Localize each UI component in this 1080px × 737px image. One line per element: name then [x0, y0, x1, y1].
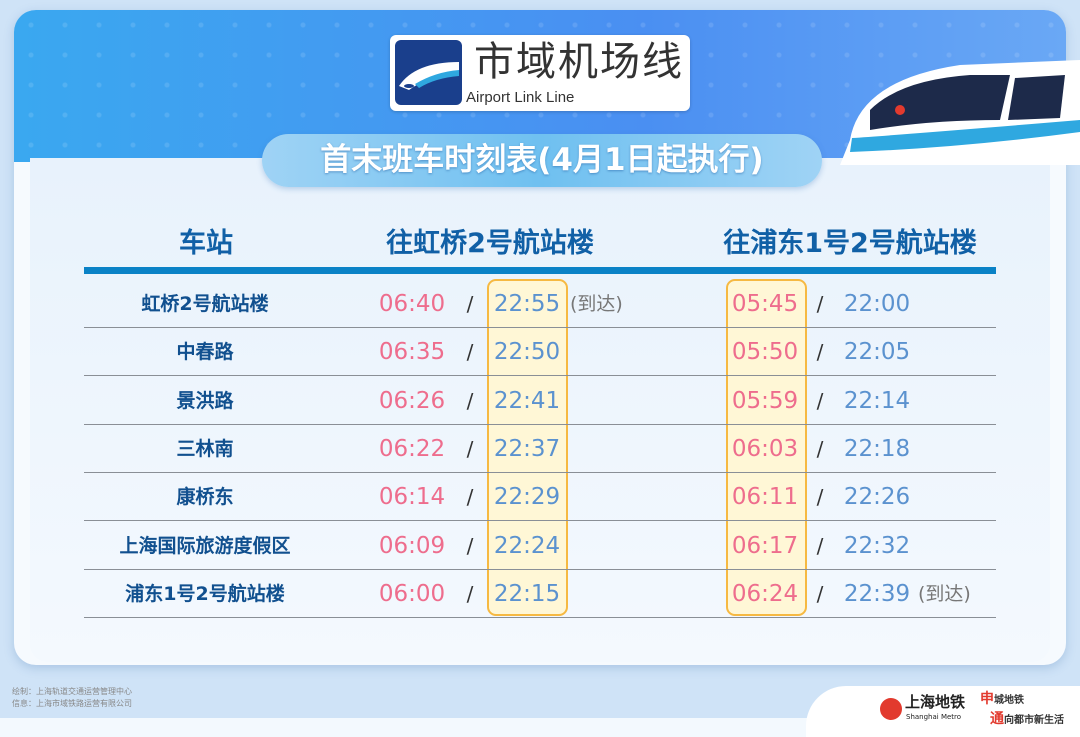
hongqiao-last-train: 22:37 — [493, 435, 561, 462]
separator: / — [816, 485, 824, 510]
hongqiao-first-train: 06:00 — [378, 580, 446, 607]
line-name-cn: 市域机场线 — [474, 39, 684, 85]
table-row: 虹桥2号航站楼 06:40 / 22:55 05:45 / 22:00 (到达) — [84, 280, 996, 328]
line-logo: 市域机场线 Airport Link Line — [390, 35, 690, 111]
slogan-1-accent: 申 — [980, 691, 994, 707]
separator: / — [816, 436, 824, 461]
pudong-last-train: 22:05 — [843, 339, 911, 366]
pudong-first-train: 05:50 — [731, 339, 799, 366]
pudong-last-train: 22:26 — [843, 484, 911, 511]
station-name: 浦东1号2号航站楼 — [125, 582, 285, 605]
brand-area: 上海地铁 Shanghai Metro 申城地铁 通向都市新生活 — [806, 686, 1080, 737]
hongqiao-first-train: 06:40 — [378, 291, 446, 317]
hongqiao-first-train: 06:14 — [378, 484, 446, 511]
timetable-title: 首末班车时刻表(4月1日起执行) — [262, 134, 822, 187]
separator: / — [466, 436, 474, 461]
last-train-highlight-hongqiao — [487, 279, 568, 616]
table-row: 上海国际旅游度假区 06:09 / 22:24 06:17 / 22:32 — [84, 522, 996, 570]
header-divider — [84, 267, 996, 274]
station-name: 中春路 — [176, 341, 234, 364]
shanghai-metro-logo-icon — [880, 698, 902, 720]
hongqiao-last-train: 22:50 — [493, 339, 561, 366]
slogan-line-2: 通向都市新生活 — [990, 711, 1064, 728]
station-name: 康桥东 — [176, 486, 234, 509]
pudong-last-train: 22:18 — [843, 435, 911, 462]
pudong-first-train: 06:03 — [731, 435, 799, 462]
arrival-note: (到达) — [918, 582, 971, 605]
table-row: 康桥东 06:14 / 22:29 06:11 / 22:26 — [84, 473, 996, 522]
station-name: 景洪路 — [176, 389, 234, 412]
pudong-first-train: 05:45 — [731, 291, 799, 317]
hongqiao-first-train: 06:35 — [378, 339, 446, 366]
footer-credits: 绘制：上海轨道交通运营管理中心 信息：上海市域铁路运营有限公司 — [12, 686, 132, 710]
separator: / — [466, 581, 474, 606]
hongqiao-last-train: 22:29 — [493, 484, 561, 511]
first-train-highlight-pudong — [726, 279, 807, 616]
arrival-note: (到达) — [570, 293, 623, 315]
brand-name-cn: 上海地铁 — [905, 693, 966, 711]
station-name: 虹桥2号航站楼 — [141, 293, 269, 315]
pudong-first-train: 06:17 — [731, 532, 799, 559]
separator: / — [816, 388, 824, 413]
separator: / — [816, 581, 824, 606]
pudong-first-train: 06:24 — [731, 580, 799, 607]
column-header-to-hongqiao: 往虹桥2号航站楼 — [386, 228, 594, 259]
hongqiao-first-train: 06:26 — [378, 387, 446, 414]
separator: / — [466, 292, 474, 316]
pudong-last-train: 22:00 — [843, 291, 911, 317]
pudong-last-train: 22:39 — [843, 580, 911, 607]
table-row: 三林南 06:22 / 22:37 06:03 / 22:18 — [84, 425, 996, 473]
station-name: 上海国际旅游度假区 — [119, 534, 291, 557]
train-logo-icon — [395, 40, 462, 105]
slogan-line-1: 申城地铁 — [980, 691, 1024, 708]
separator: / — [466, 388, 474, 413]
slogan-2-accent: 通 — [990, 711, 1004, 727]
column-header-station: 车站 — [179, 228, 233, 259]
drawn-by: 绘制：上海轨道交通运营管理中心 — [12, 687, 132, 696]
hongqiao-first-train: 06:09 — [378, 532, 446, 559]
separator: / — [816, 533, 824, 558]
hongqiao-first-train: 06:22 — [378, 435, 446, 462]
column-header-to-pudong: 往浦东1号2号航站楼 — [723, 228, 977, 259]
pudong-first-train: 06:11 — [731, 484, 799, 511]
separator: / — [466, 533, 474, 558]
pudong-first-train: 05:59 — [731, 387, 799, 414]
pudong-last-train: 22:32 — [843, 532, 911, 559]
hongqiao-last-train: 22:15 — [493, 580, 561, 607]
slogan-1-text: 城地铁 — [994, 695, 1024, 706]
separator: / — [466, 485, 474, 510]
pudong-last-train: 22:14 — [843, 387, 911, 414]
separator: / — [816, 340, 824, 365]
table-row: 景洪路 06:26 / 22:41 05:59 / 22:14 — [84, 377, 996, 425]
train-illustration-icon — [840, 60, 1080, 165]
separator: / — [816, 292, 824, 316]
hongqiao-last-train: 22:55 — [493, 291, 561, 317]
table-row: 中春路 06:35 / 22:50 05:50 / 22:05 — [84, 328, 996, 377]
brand-name-en: Shanghai Metro — [906, 713, 962, 721]
separator: / — [466, 340, 474, 365]
table-row: 浦东1号2号航站楼 06:00 / 22:15 06:24 / 22:39 (到达) — [84, 570, 996, 618]
hongqiao-last-train: 22:41 — [493, 387, 561, 414]
slogan-2-text: 向都市新生活 — [1004, 715, 1064, 726]
hongqiao-last-train: 22:24 — [493, 532, 561, 559]
line-name-en: Airport Link Line — [466, 89, 575, 106]
station-name: 三林南 — [176, 437, 234, 460]
info-source: 信息：上海市域铁路运营有限公司 — [12, 699, 132, 708]
